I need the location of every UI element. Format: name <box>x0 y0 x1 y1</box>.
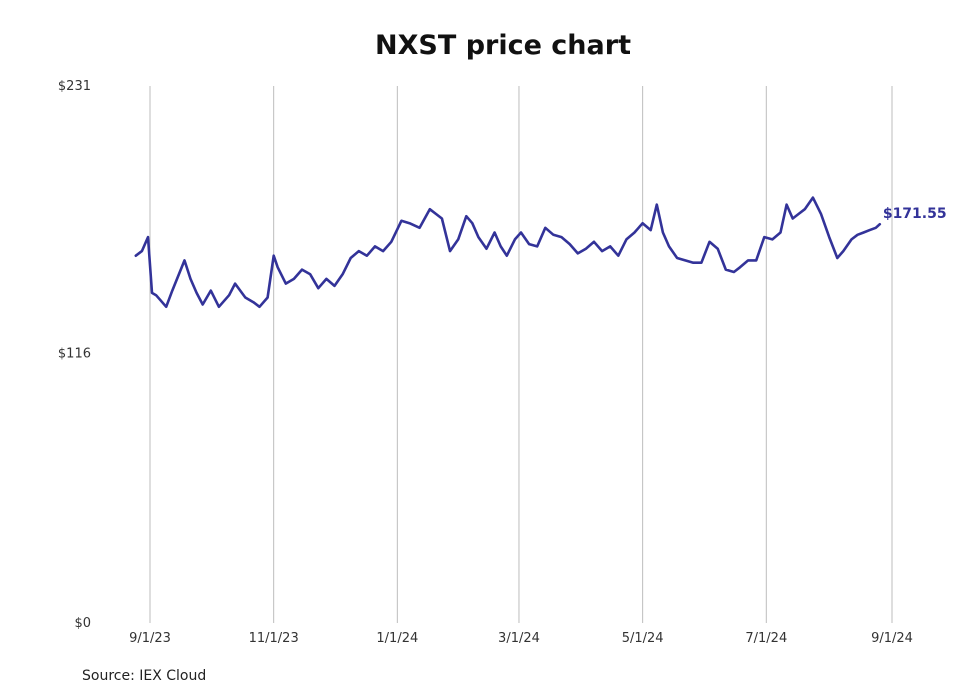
price-line <box>134 196 882 309</box>
x-axis-ticks: 9/1/23 11/1/23 1/1/24 3/1/24 5/1/24 7/1/24 9/1… <box>129 631 913 646</box>
x-tick-label: 9/1/23 <box>129 631 171 646</box>
y-tick-label: $0 <box>74 616 91 631</box>
x-tick-label: 1/1/24 <box>376 631 418 646</box>
y-axis-ticks: $0 $116 $231 <box>58 79 91 631</box>
last-price-label: $171.55 <box>883 206 947 222</box>
x-tick-label: 5/1/24 <box>622 631 664 646</box>
vertical-grid <box>149 86 893 623</box>
x-tick-label: 9/1/24 <box>871 631 913 646</box>
x-tick-label: 7/1/24 <box>745 631 787 646</box>
source-note: Source: IEX Cloud <box>82 668 207 684</box>
x-tick-label: 3/1/24 <box>498 631 540 646</box>
x-tick-label: 11/1/23 <box>249 631 299 646</box>
chart-title: NXST price chart <box>375 30 631 61</box>
y-tick-label: $231 <box>58 79 91 94</box>
y-tick-label: $116 <box>58 346 91 361</box>
